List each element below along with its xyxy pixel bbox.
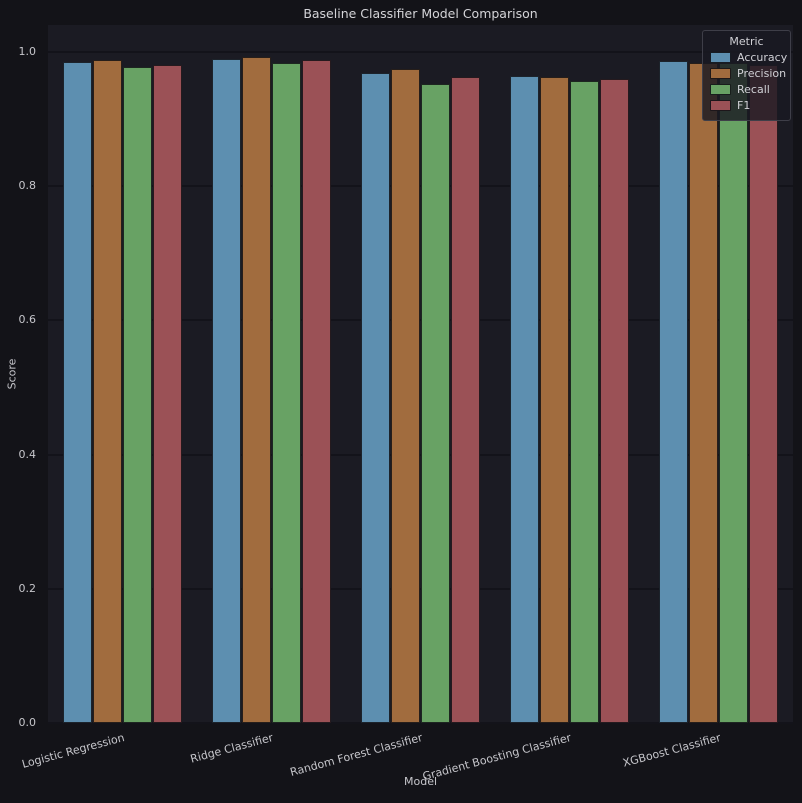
y-axis-label: Score <box>5 358 19 390</box>
y-tick-label: 1.0 <box>18 44 37 58</box>
y-tick-label: 0.6 <box>18 313 37 327</box>
bar-f1 <box>451 77 480 723</box>
gridline-0.8 <box>48 185 793 188</box>
gridline-0.2 <box>48 587 793 590</box>
y-tick-label: 0.4 <box>18 447 37 461</box>
bar-f1 <box>153 65 182 723</box>
x-tick-label: Random Forest Classifier <box>288 731 424 779</box>
legend-swatch-icon <box>710 100 731 111</box>
gridline-0.6 <box>48 319 793 322</box>
x-axis: Logistic Regression Ridge Classifier Rando… <box>21 723 793 783</box>
legend: Metric Accuracy Precision Recall F1 <box>702 30 791 121</box>
bar-group <box>644 25 793 723</box>
legend-entries: Accuracy Precision Recall F1 <box>710 51 787 112</box>
gridline-0.4 <box>48 453 793 456</box>
legend-swatch-icon <box>710 68 731 79</box>
chart-title: Baseline Classifier Model Comparison <box>303 6 538 21</box>
y-tick-label: 0.0 <box>18 716 37 729</box>
legend-entry-label: Accuracy <box>737 51 788 64</box>
bar-recall <box>719 63 748 723</box>
x-tick-label: XGBoost Classifier <box>621 731 722 770</box>
gridline-1.0 <box>48 50 793 53</box>
gridline-0.0 <box>48 722 793 724</box>
plot-area <box>48 25 793 724</box>
bar-f1 <box>302 60 331 723</box>
y-tick-label: 0.2 <box>18 581 37 595</box>
bar-precision <box>689 63 718 723</box>
legend-entry-label: Precision <box>737 67 787 80</box>
legend-entry: F1 <box>710 99 783 112</box>
legend-entry-label: F1 <box>737 99 751 112</box>
bar-groups <box>48 25 793 723</box>
bar-accuracy <box>361 73 390 723</box>
bar-recall <box>272 63 301 723</box>
legend-swatch-icon <box>710 52 731 63</box>
bar-precision <box>540 77 569 723</box>
bar-f1 <box>600 79 629 723</box>
bar-recall <box>421 84 450 723</box>
bar-group <box>495 25 644 723</box>
bar-accuracy <box>63 62 92 723</box>
legend-swatch-icon <box>710 84 731 95</box>
y-tick-label: 0.8 <box>18 179 37 193</box>
bar-precision <box>391 69 420 723</box>
bar-recall <box>123 67 152 723</box>
legend-entry: Precision <box>710 67 787 80</box>
bar-group <box>48 25 197 723</box>
bar-precision <box>93 60 122 723</box>
y-axis: 0.0 0.2 0.4 0.6 0.8 1.0 <box>0 25 44 729</box>
legend-entry: Accuracy <box>710 51 787 64</box>
bar-recall <box>570 81 599 723</box>
bar-accuracy <box>659 61 688 723</box>
bar-accuracy <box>212 59 241 723</box>
bar-group <box>197 25 346 723</box>
bar-accuracy <box>510 76 539 723</box>
bar-group <box>346 25 495 723</box>
x-axis-label: Model <box>403 775 438 788</box>
legend-title: Metric <box>729 35 764 48</box>
legend-entry-label: Recall <box>737 83 770 96</box>
bar-f1 <box>749 65 778 723</box>
legend-entry: Recall <box>710 83 783 96</box>
x-tick-label: Logistic Regression <box>20 731 126 771</box>
bar-precision <box>242 57 271 723</box>
x-tick-label: Ridge Classifier <box>189 731 275 766</box>
